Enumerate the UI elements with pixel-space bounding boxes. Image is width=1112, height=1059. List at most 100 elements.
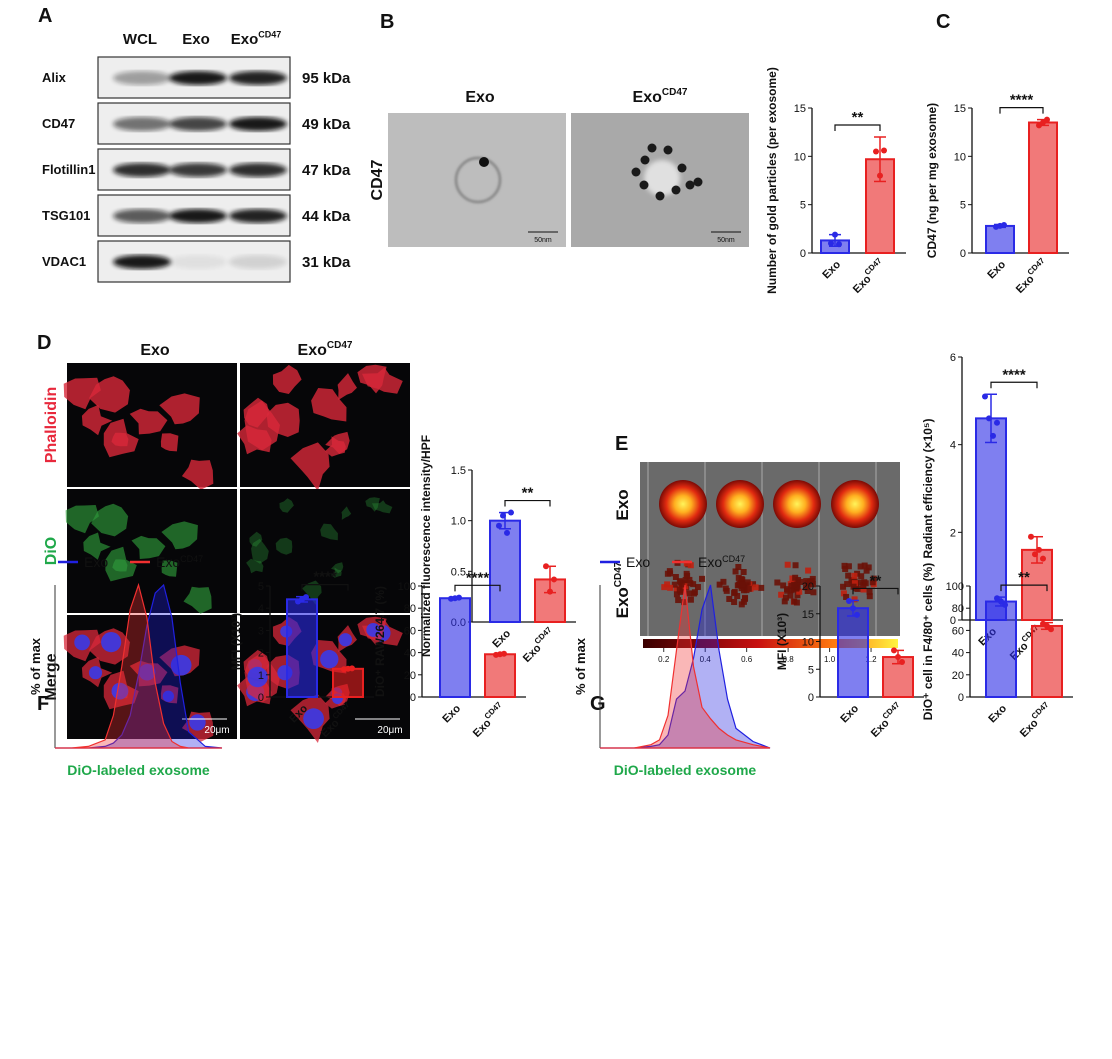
well-pixel <box>699 575 706 582</box>
significance-label: ** <box>852 109 864 126</box>
y-tick-label: 2 <box>950 527 956 539</box>
well-pixel <box>781 598 788 605</box>
well-pixel <box>851 572 858 579</box>
significance-bracket <box>301 584 349 591</box>
well-pixel <box>851 580 858 587</box>
y-tick-label: 0 <box>410 692 416 704</box>
well-signal <box>716 480 764 528</box>
well-pixel <box>850 583 857 590</box>
significance-bracket <box>852 587 899 595</box>
y-tick-label: 100 <box>946 581 964 593</box>
well-pixel <box>787 587 794 594</box>
tem-column-label: Exo <box>465 89 495 106</box>
x-tick-label-base: Exo <box>471 717 494 740</box>
scale-bar-label: 50nm <box>717 237 735 244</box>
cell <box>103 418 139 458</box>
data-point <box>877 172 883 179</box>
histogram-area <box>55 583 223 749</box>
cell <box>266 402 300 437</box>
data-point <box>998 598 1004 605</box>
well-pixel <box>672 573 679 580</box>
y-tick-label: 60 <box>404 625 416 637</box>
micrograph <box>240 489 410 613</box>
colorbar-tick-label: 0.8 <box>783 655 795 664</box>
well-pixel <box>841 562 848 569</box>
y-axis-label: DiO⁺ cell in F4/80⁺ cells (%) <box>921 563 935 720</box>
y-tick-label: 1 <box>258 670 264 682</box>
y-tick-label: 5 <box>960 200 966 212</box>
data-point <box>850 605 856 612</box>
scale-bar-label: 20μm <box>204 725 229 736</box>
x-tick-label-base: Exo <box>820 258 843 281</box>
well-pixel <box>740 568 747 575</box>
x-tick-label: Exo <box>820 258 843 281</box>
data-point <box>1001 221 1007 228</box>
x-tick-label-base: Exo <box>521 642 544 665</box>
well-pixel <box>716 581 723 588</box>
nucleus <box>366 622 381 637</box>
data-point <box>994 595 1000 602</box>
data-point <box>1044 622 1050 629</box>
blot-band <box>113 163 171 177</box>
y-axis-label: Radiant efficiency (×10⁵) <box>921 418 935 558</box>
data-point <box>1044 116 1050 123</box>
cell <box>81 404 113 436</box>
y-axis-label: % of max <box>573 637 588 695</box>
tem-column-label-base: Exo <box>633 89 663 106</box>
tem-column-label-sup: CD47 <box>662 87 688 98</box>
micro-column-label-sup: CD47 <box>327 340 353 351</box>
cell <box>129 408 168 435</box>
significance-bracket <box>990 381 1038 389</box>
y-tick-label: 0 <box>800 248 806 260</box>
significance-label: **** <box>466 569 490 586</box>
y-axis-label: % of max <box>28 637 43 695</box>
x-tick-label-base: Exo <box>985 258 1008 281</box>
cell <box>161 521 198 550</box>
significance-bracket <box>504 499 551 507</box>
cell <box>272 364 302 394</box>
bar <box>865 158 895 255</box>
well-pixel <box>681 599 688 606</box>
y-tick-label: 40 <box>404 648 416 660</box>
micro-row-label: Phalloidin <box>43 387 60 463</box>
legend-name: Exo <box>84 554 108 570</box>
cell <box>105 546 137 582</box>
y-tick-label: 1.0 <box>451 516 466 528</box>
well-pixel <box>848 577 855 584</box>
blot-band <box>229 255 287 269</box>
y-tick-label: 100 <box>398 581 416 593</box>
gold-particle <box>663 145 673 155</box>
well-pixel <box>687 596 694 603</box>
micro-row-label: DiO <box>43 537 60 565</box>
well-pixel <box>845 572 852 579</box>
data-point <box>551 576 557 583</box>
y-tick-label: 0.5 <box>451 566 466 578</box>
panel-label: B <box>380 11 394 33</box>
gold-particle <box>631 167 641 177</box>
well-pixel <box>780 582 787 589</box>
well-pixel <box>784 587 791 594</box>
bar <box>286 598 318 699</box>
y-tick-label: 10 <box>802 637 814 649</box>
well-pixel <box>743 582 750 589</box>
nucleus <box>320 650 339 669</box>
nucleus <box>303 708 324 730</box>
imaging-row-label: Exo <box>613 489 632 520</box>
cells <box>65 503 212 614</box>
protein-label: Flotillin1 <box>42 162 95 177</box>
well-pixel <box>862 580 869 587</box>
cell <box>246 558 264 574</box>
data-point <box>1032 551 1038 558</box>
y-tick-label: 0 <box>258 692 264 704</box>
data-point <box>1028 533 1034 540</box>
bar <box>439 597 471 699</box>
well-pixel <box>687 580 694 587</box>
cell <box>341 506 352 520</box>
legend-name: Exo <box>626 554 650 570</box>
cell <box>325 436 346 457</box>
x-tick-label: ExoCD47 <box>1011 256 1051 296</box>
x-tick-label: ExoCD47 <box>848 256 888 296</box>
y-axis-label: MFI (X10³) <box>775 613 789 670</box>
x-axis-label: DiO-labeled exosome <box>614 762 757 778</box>
bar <box>484 653 516 699</box>
